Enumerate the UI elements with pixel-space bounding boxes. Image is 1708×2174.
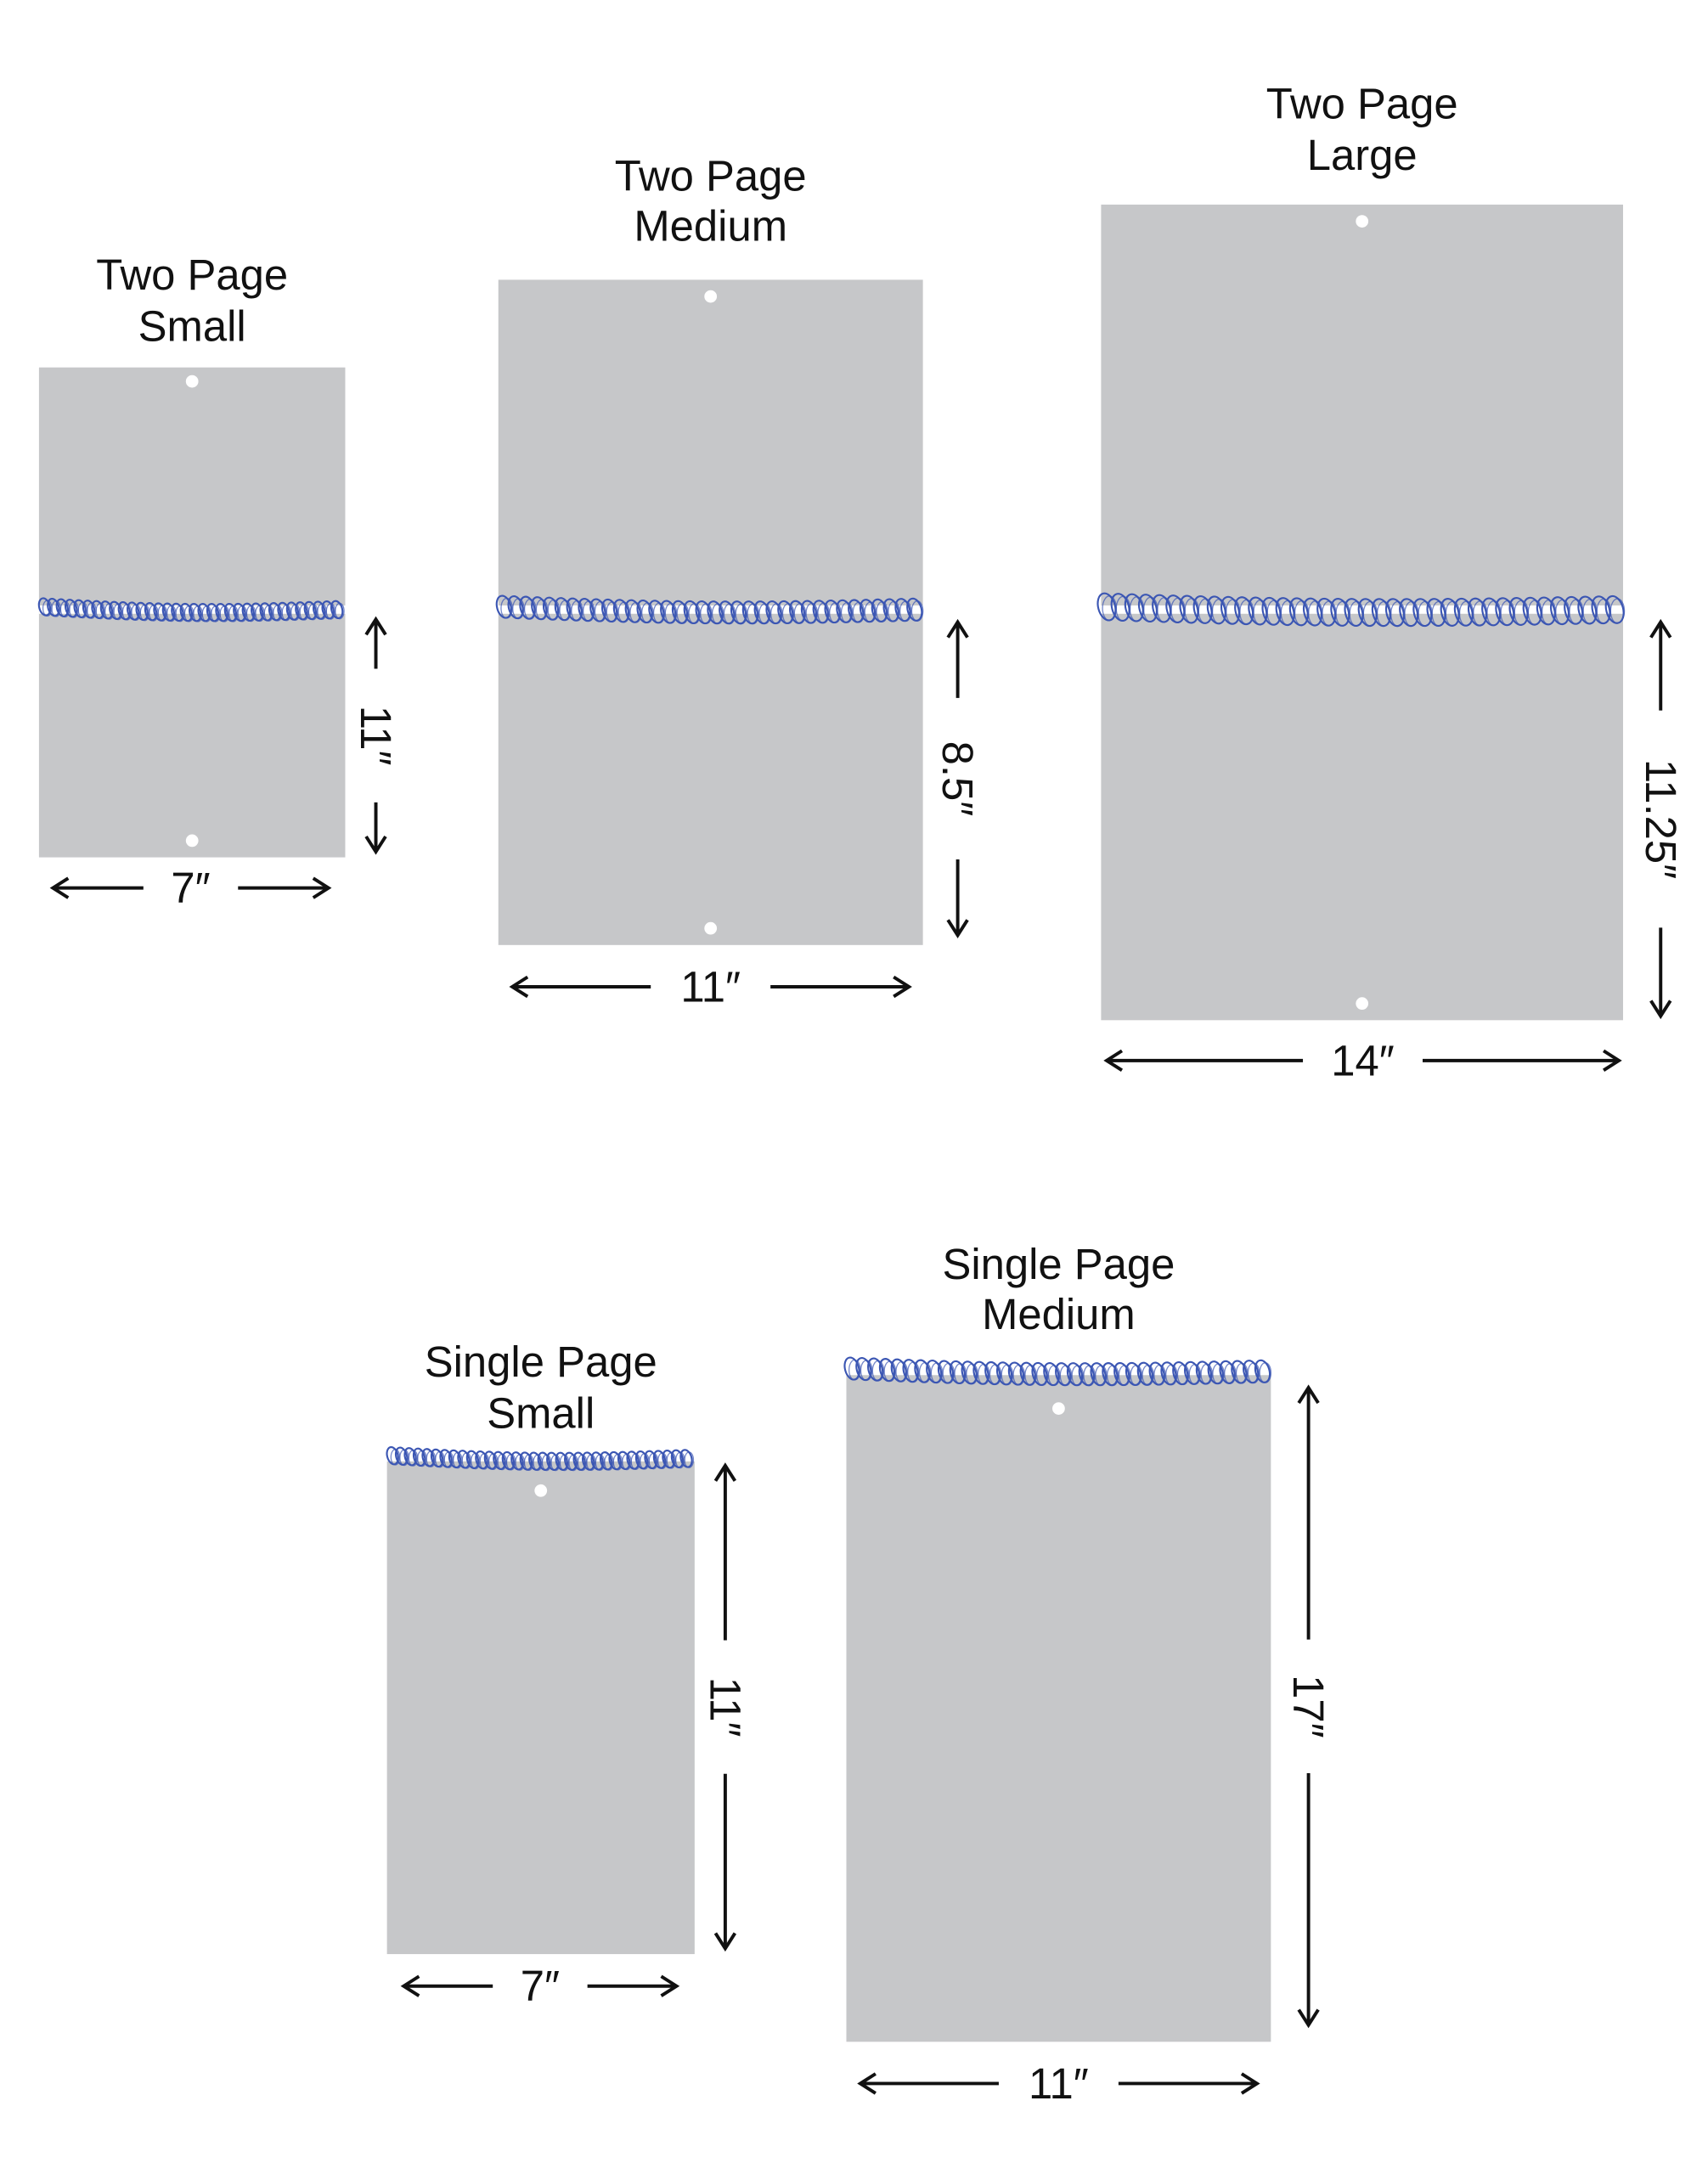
- arrowhead-down-icon: [1297, 2008, 1320, 2029]
- panel-title: Single Page: [425, 1338, 657, 1386]
- arrowhead-up-icon: [1297, 1384, 1320, 1405]
- arrowhead-left-icon: [857, 2072, 877, 2095]
- arrowhead-right-icon: [893, 975, 912, 999]
- arrowhead-right-icon: [312, 876, 332, 899]
- panel-title: Small: [487, 1389, 595, 1438]
- width-label: 7″: [521, 1962, 560, 2010]
- wire-binding-coil: [37, 597, 345, 622]
- hanging-hole-icon: [185, 375, 199, 388]
- panel-title: Two Page: [96, 251, 288, 299]
- width-dimension-arrow: 7″: [400, 1962, 680, 2010]
- page-fold-line: [38, 605, 346, 614]
- height-dimension-arrow: 8.5″: [933, 618, 982, 939]
- arrowhead-right-icon: [660, 1974, 680, 1997]
- wire-binding-coil: [843, 1356, 1272, 1387]
- hanging-hole-icon: [185, 834, 199, 848]
- hanging-hole-icon: [1356, 215, 1369, 228]
- height-label: 11.25″: [1637, 759, 1685, 879]
- arrowhead-left-icon: [1103, 1049, 1124, 1072]
- arrowhead-down-icon: [713, 1932, 737, 1952]
- wire-binding-coil: [386, 1445, 695, 1472]
- width-label: 11″: [1029, 2059, 1089, 2108]
- height-dimension-arrow: 11.25″: [1637, 618, 1685, 1020]
- height-label: 11″: [701, 1677, 749, 1738]
- width-dimension-arrow: 14″: [1103, 1036, 1622, 1084]
- width-label: 7″: [171, 864, 210, 912]
- arrowhead-up-icon: [1649, 618, 1672, 639]
- height-dimension-arrow: 17″: [1284, 1384, 1333, 2029]
- panel-title: Large: [1307, 131, 1418, 179]
- panel-title: Small: [138, 302, 246, 351]
- arrowhead-left-icon: [509, 975, 529, 999]
- calendar-page: [846, 1375, 1271, 2042]
- arrowhead-down-icon: [946, 919, 969, 939]
- wire-binding-coil: [1096, 592, 1626, 628]
- arrowhead-up-icon: [364, 616, 387, 636]
- hanging-hole-icon: [1356, 997, 1369, 1011]
- panel-title: Two Page: [615, 152, 807, 200]
- panel-title: Single Page: [942, 1240, 1175, 1288]
- width-dimension-arrow: 11″: [509, 962, 912, 1011]
- height-label: 11″: [352, 706, 400, 766]
- panel-title: Medium: [634, 202, 787, 251]
- width-dimension-arrow: 7″: [49, 864, 332, 912]
- hanging-hole-icon: [704, 290, 718, 303]
- calendar-page: [386, 1461, 695, 1955]
- height-label: 17″: [1284, 1675, 1333, 1738]
- arrowhead-right-icon: [1603, 1049, 1622, 1072]
- arrowhead-up-icon: [713, 1462, 737, 1482]
- width-dimension-arrow: 11″: [857, 2059, 1260, 2108]
- arrowhead-down-icon: [364, 835, 387, 855]
- width-label: 14″: [1331, 1036, 1395, 1084]
- arrowhead-right-icon: [1240, 2072, 1260, 2095]
- arrowhead-left-icon: [49, 876, 70, 899]
- hanging-hole-icon: [704, 921, 718, 935]
- width-label: 11″: [680, 962, 741, 1011]
- height-dimension-arrow: 11″: [352, 616, 400, 855]
- hanging-hole-icon: [1052, 1402, 1065, 1415]
- wire-binding-coil: [495, 594, 924, 625]
- height-dimension-arrow: 11″: [701, 1462, 749, 1952]
- hanging-hole-icon: [534, 1484, 548, 1497]
- arrowhead-up-icon: [946, 618, 969, 639]
- height-label: 8.5″: [933, 741, 982, 817]
- panel-title: Medium: [982, 1290, 1136, 1338]
- panel-title: Two Page: [1266, 79, 1458, 127]
- arrowhead-left-icon: [400, 1974, 420, 1997]
- arrowhead-down-icon: [1649, 1000, 1672, 1020]
